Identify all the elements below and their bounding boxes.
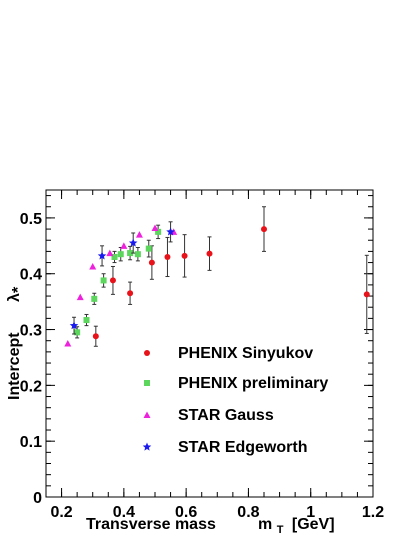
data-point [76, 293, 84, 301]
x-axis-title: Transverse mass m T [GeV] [86, 516, 335, 537]
data-point [181, 252, 188, 259]
data-point [69, 321, 79, 330]
series-triangle [64, 224, 178, 347]
data-point [127, 290, 134, 297]
legend: PHENIX Sinyukov PHENIX preliminary STAR Ga… [142, 345, 328, 456]
data-point [106, 249, 114, 257]
data-point [151, 224, 159, 231]
data-point [92, 333, 99, 340]
plot-frame [45, 189, 374, 498]
data-point [64, 340, 72, 347]
legend-label: PHENIX preliminary [178, 375, 328, 392]
data-point [206, 250, 213, 257]
legend-label: STAR Edgeworth [178, 439, 307, 456]
data-point [261, 226, 267, 233]
x-tick-label: 0.8 [237, 504, 259, 521]
tick-labels: 0.2 0.4 0.6 0.8 1 1.2 0 0.1 0.2 0.3 0.4 0.5 [20, 211, 384, 521]
data-point [91, 295, 98, 302]
x-axis-title-symbol: m [258, 516, 272, 533]
data-point [89, 262, 97, 270]
data-points [64, 206, 370, 347]
x-tick-label: 1 [306, 504, 315, 521]
data-point [145, 245, 152, 252]
data-point [134, 251, 141, 258]
legend-marker [142, 442, 152, 451]
series-star [69, 221, 175, 335]
x-tick-label: 0.2 [50, 504, 72, 521]
data-point [109, 277, 116, 284]
data-point [166, 227, 175, 236]
y-tick-label: 0 [33, 490, 42, 507]
x-tick-label: 1.2 [362, 504, 384, 521]
x-axis-title-unit: [GeV] [292, 516, 335, 533]
data-point [83, 317, 90, 324]
data-point [363, 291, 370, 298]
legend-marker [144, 380, 150, 386]
data-point [120, 242, 128, 249]
data-point [74, 329, 81, 336]
y-axis-title-subscript: * [10, 286, 27, 293]
legend-label: PHENIX Sinyukov [178, 345, 313, 362]
data-point [148, 259, 155, 266]
x-axis-title-main: Transverse mass [86, 516, 216, 533]
data-point [128, 238, 138, 247]
legend-marker [143, 411, 151, 418]
y-tick-label: 0.5 [20, 211, 42, 228]
legend-marker [144, 350, 150, 356]
data-point [117, 251, 124, 258]
legend-label: STAR Gauss [178, 407, 274, 424]
x-tick-label: 0.6 [175, 504, 197, 521]
data-point [100, 277, 107, 284]
data-point [164, 253, 171, 260]
series-circle [92, 206, 370, 347]
x-tick-label: 0.4 [113, 504, 135, 521]
y-tick-label: 0.2 [20, 378, 42, 395]
data-point [127, 250, 134, 257]
data-point [135, 231, 143, 238]
axis-ticks [45, 190, 374, 498]
y-tick-label: 0.3 [20, 323, 42, 340]
series-square [74, 224, 162, 339]
data-point [155, 228, 162, 235]
y-tick-label: 0.1 [20, 434, 42, 451]
y-axis-title-symbol: λ [6, 293, 23, 302]
x-axis-title-subscript: T [277, 524, 284, 536]
y-axis-title-main: Intercept [6, 332, 23, 400]
y-tick-label: 0.4 [20, 267, 42, 284]
data-point [97, 251, 107, 260]
data-point [111, 253, 118, 260]
